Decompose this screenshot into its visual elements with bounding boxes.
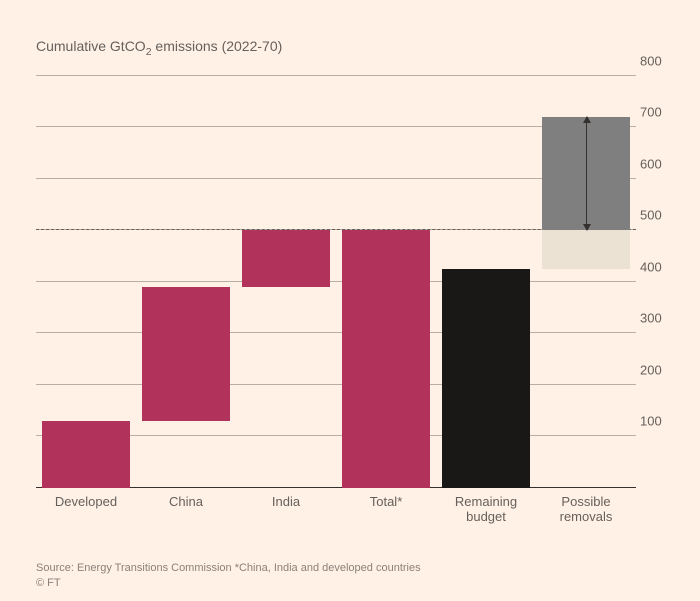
- subtitle-pre: Cumulative GtCO: [36, 38, 146, 54]
- y-tick-label: 600: [640, 156, 676, 171]
- bar-slot: Total*: [336, 76, 436, 488]
- x-tick-label: China: [136, 494, 236, 510]
- arrow-head-down-icon: [583, 224, 591, 231]
- plot-region: DevelopedChinaIndiaTotal*Remaining budge…: [36, 76, 636, 488]
- bar-segment: [242, 230, 330, 287]
- bar-slot: Developed: [36, 76, 136, 488]
- copyright-line: © FT: [36, 576, 421, 591]
- bar-segment: [342, 230, 430, 488]
- arrow-head-up-icon: [583, 116, 591, 123]
- x-tick-label: India: [236, 494, 336, 510]
- x-tick-label: Developed: [36, 494, 136, 510]
- bar-segment: [442, 269, 530, 488]
- chart-area: DevelopedChinaIndiaTotal*Remaining budge…: [36, 76, 676, 516]
- range-arrow: [586, 117, 587, 230]
- y-tick-label: 700: [640, 105, 676, 120]
- bar-segment: [542, 230, 630, 269]
- bar-segment: [42, 421, 130, 488]
- bar-slot: India: [236, 76, 336, 488]
- subtitle-post: emissions (2022-70): [152, 38, 283, 54]
- y-tick-label: 500: [640, 208, 676, 223]
- x-tick-label: Remaining budget: [436, 494, 536, 525]
- bar-slot: China: [136, 76, 236, 488]
- bar-slot: Remaining budget: [436, 76, 536, 488]
- y-tick-label: 200: [640, 362, 676, 377]
- bar-segment: [142, 287, 230, 421]
- y-tick-label: 400: [640, 259, 676, 274]
- chart-subtitle: Cumulative GtCO2 emissions (2022-70): [36, 38, 676, 58]
- source-line: Source: Energy Transitions Commission *C…: [36, 561, 421, 576]
- x-tick-label: Possible removals: [536, 494, 636, 525]
- x-tick-label: Total*: [336, 494, 436, 510]
- y-tick-label: 300: [640, 311, 676, 326]
- chart-footer: Source: Energy Transitions Commission *C…: [36, 561, 421, 591]
- y-tick-label: 100: [640, 414, 676, 429]
- bar-slot: Possible removals: [536, 76, 636, 488]
- chart-container: Cumulative GtCO2 emissions (2022-70) Dev…: [0, 0, 700, 601]
- y-tick-label: 800: [640, 53, 676, 68]
